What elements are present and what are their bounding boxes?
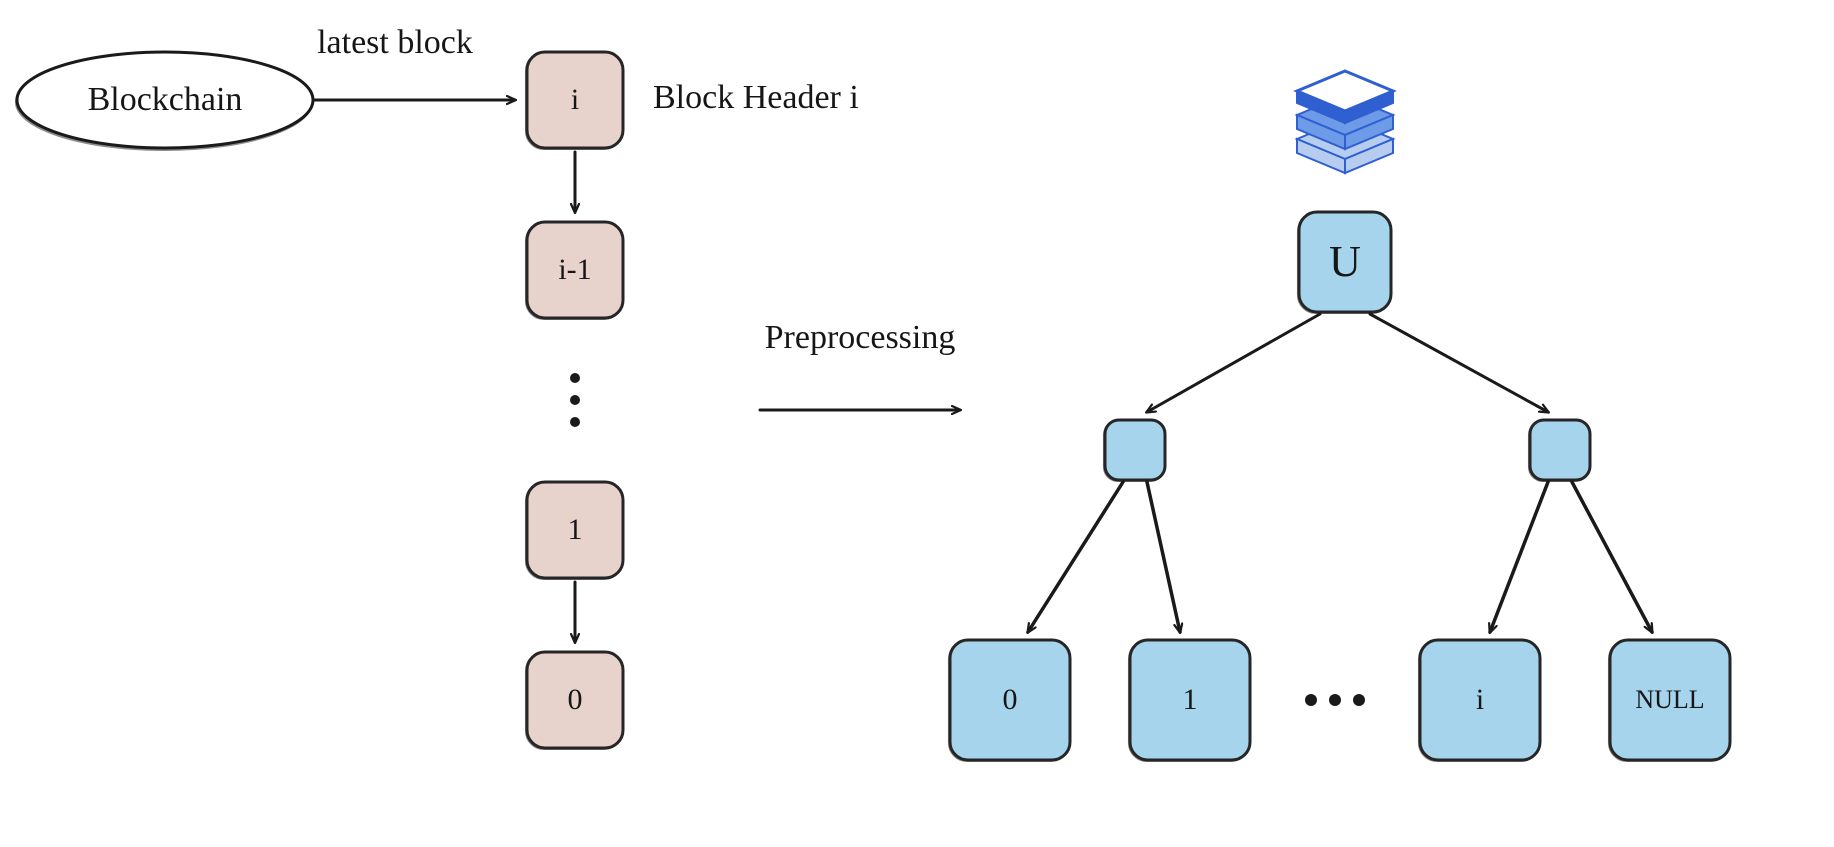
tree-leaf-label: i xyxy=(1476,683,1484,716)
ellipsis-dot xyxy=(1329,694,1341,706)
arrow-root-left xyxy=(1147,314,1320,412)
chain-node-label: i-1 xyxy=(558,253,591,286)
tree-leaf-label: NULL xyxy=(1635,685,1704,714)
tree-leaf-label: 1 xyxy=(1183,683,1198,716)
arrow-root-right xyxy=(1370,314,1548,412)
arrow-mr-3 xyxy=(1572,482,1652,632)
preprocessing-label: Preprocessing xyxy=(765,319,956,356)
ellipsis-dot xyxy=(570,373,580,383)
blockchain-label: Blockchain xyxy=(88,81,243,118)
latest-block-label: latest block xyxy=(317,24,473,61)
tree-root-label: U xyxy=(1329,237,1361,286)
arrow-ml-0 xyxy=(1028,482,1123,632)
block-header-label: Block Header i xyxy=(653,79,859,116)
tree-mid-node xyxy=(1529,420,1590,481)
chain-node-label: 1 xyxy=(568,513,583,546)
ellipsis-dot xyxy=(1305,694,1317,706)
chain-node-label: 0 xyxy=(568,683,583,716)
ellipsis-dot xyxy=(1353,694,1365,706)
ellipsis-dot xyxy=(570,417,580,427)
arrow-mr-2 xyxy=(1490,482,1548,632)
tree-leaf-label: 0 xyxy=(1003,683,1018,716)
arrow-ml-1 xyxy=(1147,482,1180,632)
ellipsis-dot xyxy=(570,395,580,405)
tree-mid-node xyxy=(1104,420,1165,481)
chain-node-label: i xyxy=(571,83,579,116)
stack-icon xyxy=(1297,71,1393,173)
